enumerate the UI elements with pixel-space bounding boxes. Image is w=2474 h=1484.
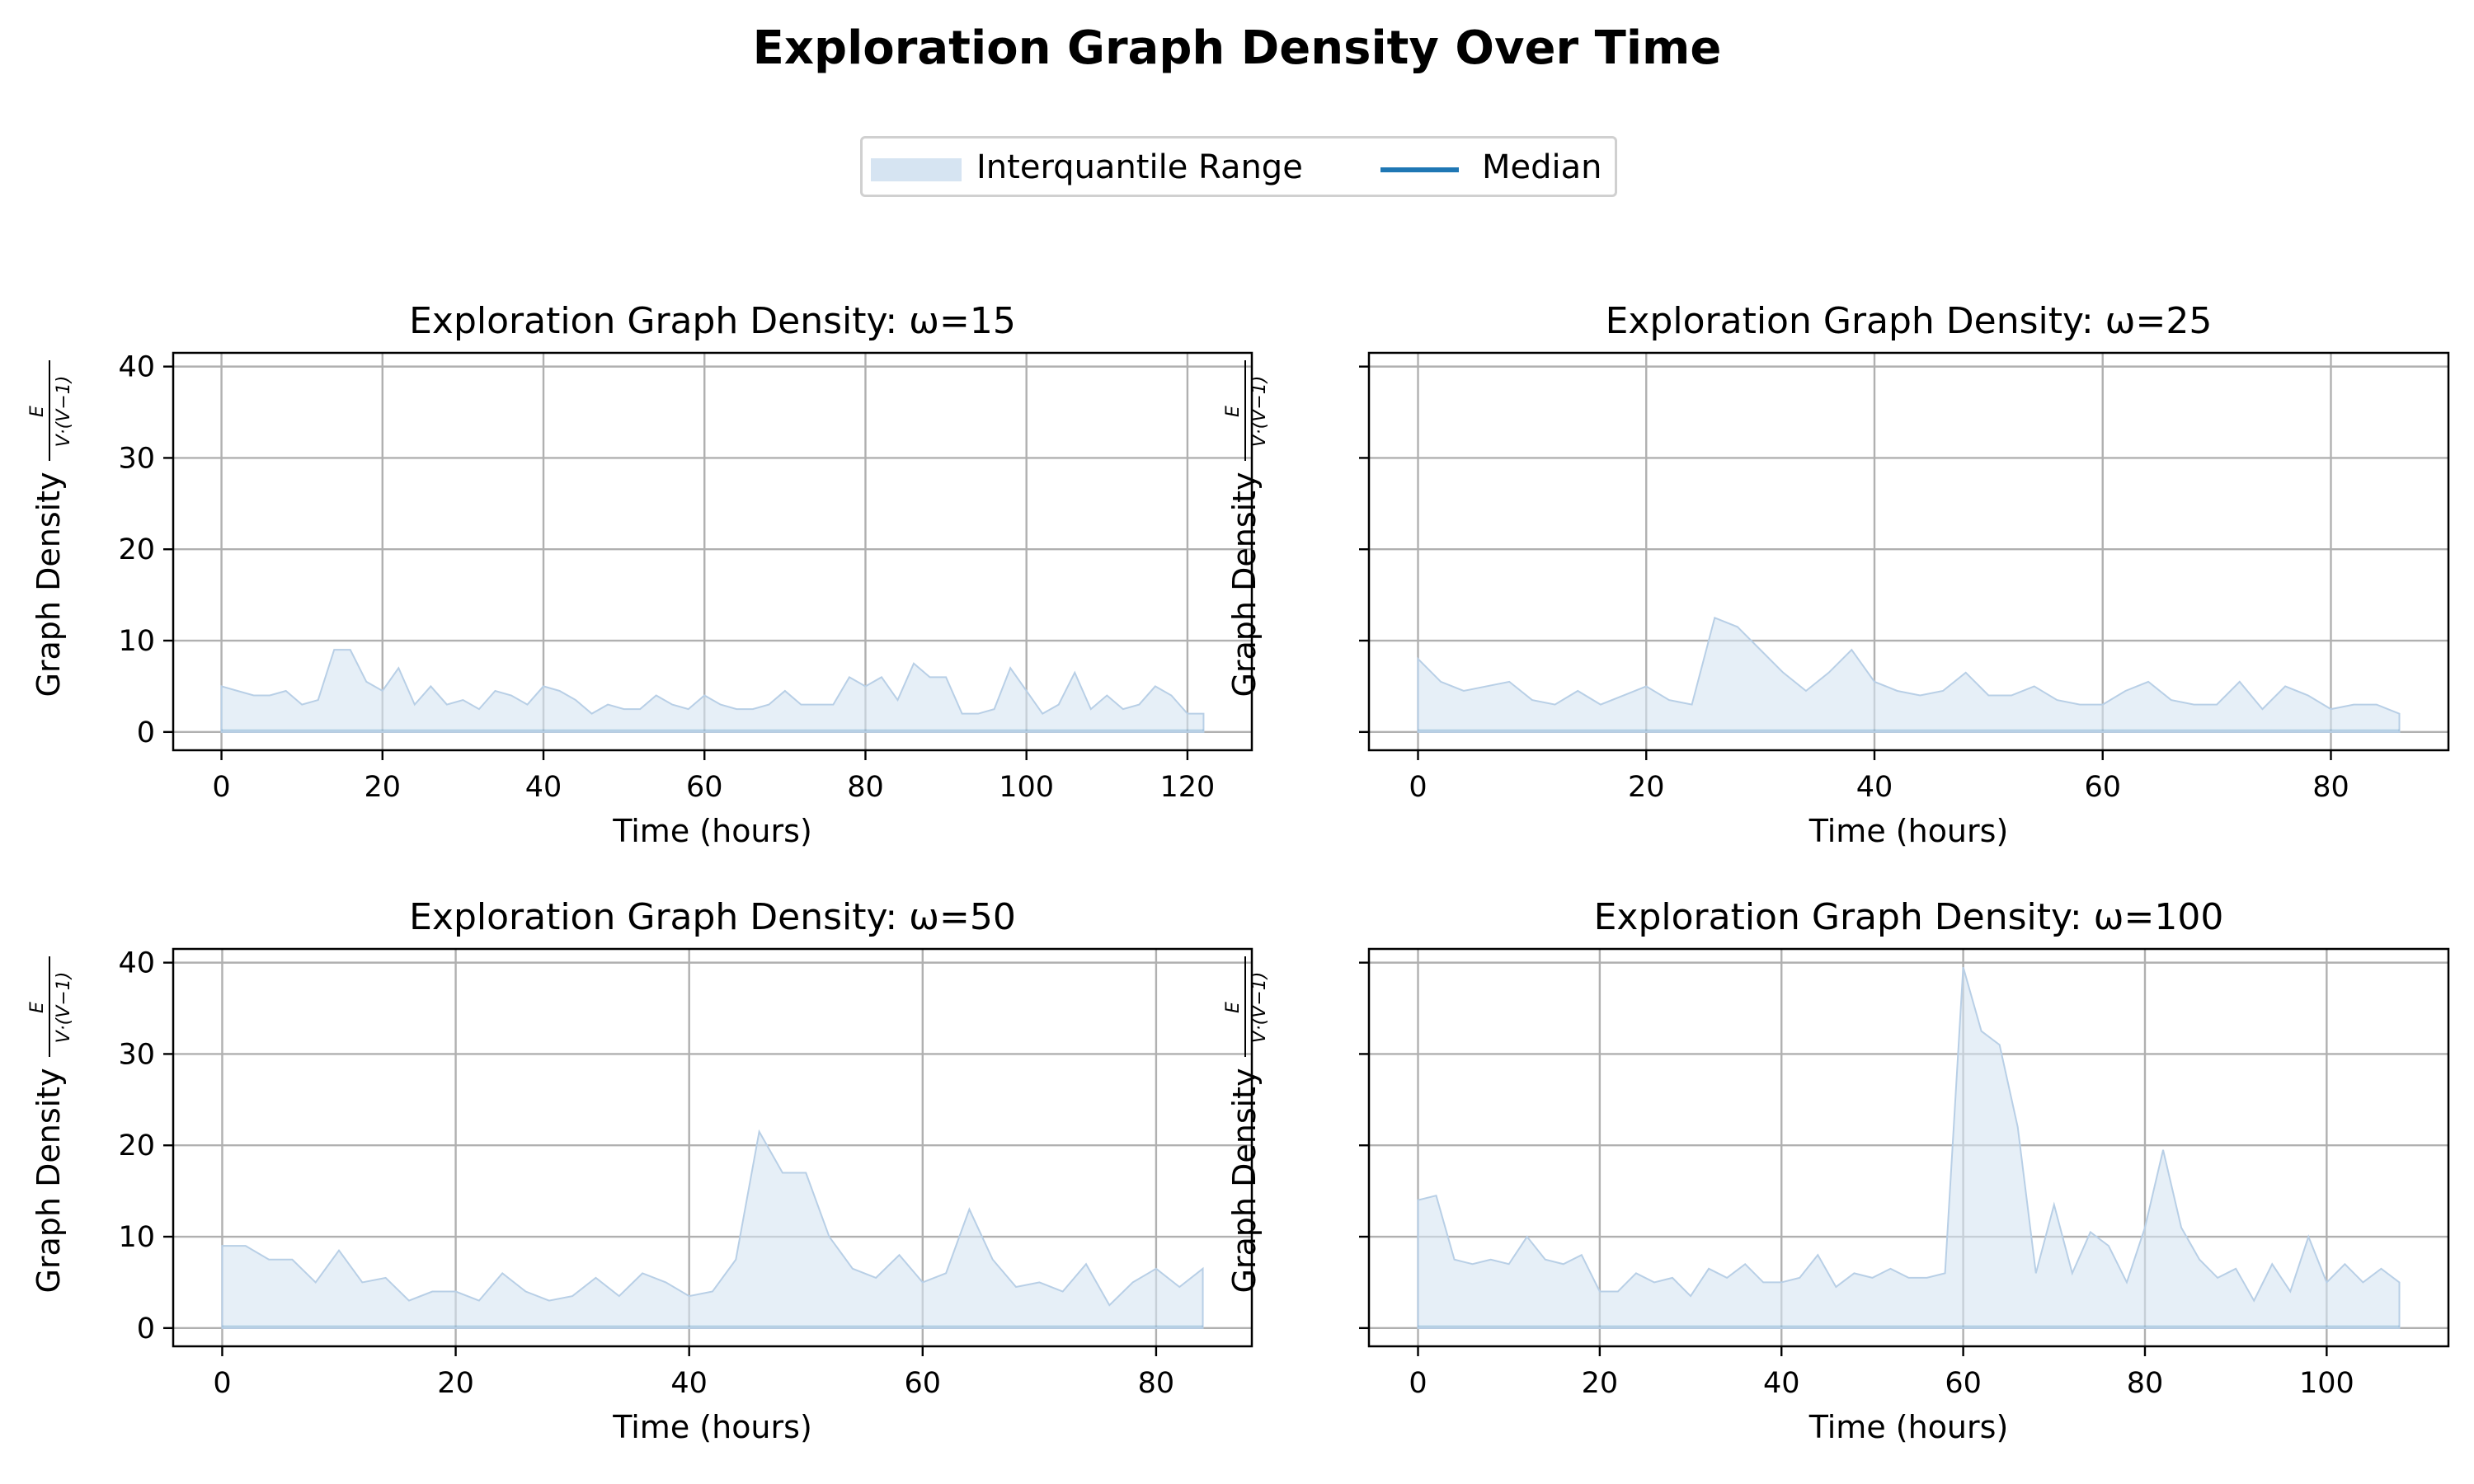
y-tick-label: 0 — [137, 716, 155, 749]
axes-frame — [1367, 947, 2450, 1348]
y-tick-label: 10 — [118, 625, 155, 658]
x-axis-label: Time (hours) — [1808, 1409, 2009, 1445]
x-tick-label: 0 — [1409, 771, 1427, 804]
subplot-4: 0 20 40 60 80 100 Exploration Graph Density: ω… — [1223, 896, 2450, 1445]
y-axis-label: Graph Density E V·(V−1) — [27, 956, 74, 1294]
y-tick-label: 40 — [118, 351, 155, 384]
x-tick-label: 40 — [1856, 771, 1893, 804]
legend: Interquantile Range Median — [860, 136, 1617, 197]
x-tick-label: 80 — [2312, 771, 2349, 804]
subplot-3: 0 20 40 60 80 0 10 20 30 40 Exploration Graph Dens… — [27, 896, 1253, 1445]
subplot-2: 0 20 40 60 80 Exploration Graph Density: ω=25… — [1223, 300, 2450, 849]
y-tick-label: 0 — [137, 1313, 155, 1345]
x-tick-label: 40 — [525, 771, 562, 804]
y-axis-label-text: Graph Density — [31, 1068, 67, 1293]
x-tick-label: 20 — [1628, 771, 1665, 804]
y-tick-label: 10 — [118, 1221, 155, 1254]
x-tick-label: 60 — [686, 771, 723, 804]
legend-swatch-median — [1380, 167, 1459, 172]
y-label-numerator: E — [1223, 1002, 1244, 1013]
x-tick-label: 0 — [1409, 1367, 1427, 1400]
iqr-band — [1417, 966, 2401, 1329]
x-tick-label: 0 — [212, 771, 230, 804]
iqr-band — [221, 1129, 1204, 1329]
legend-label-band: Interquantile Range — [976, 148, 1303, 186]
axes-frame — [172, 947, 1253, 1348]
y-axis-label: Graph Density E V·(V−1) — [27, 360, 74, 697]
subplot-title: Exploration Graph Density: ω=15 — [409, 300, 1016, 342]
x-axis-label: Time (hours) — [612, 813, 812, 849]
x-tick-label: 80 — [2127, 1367, 2164, 1400]
y-axis-label: Graph Density E V·(V−1) — [1223, 956, 1270, 1294]
y-axis-label-text: Graph Density — [1226, 1068, 1263, 1293]
x-axis-label: Time (hours) — [612, 1409, 812, 1445]
y-axis-label-text: Graph Density — [1226, 472, 1263, 697]
x-tick-label: 100 — [999, 771, 1054, 804]
x-tick-label: 80 — [1138, 1367, 1175, 1400]
legend-swatch-band — [871, 158, 962, 181]
x-axis-label: Time (hours) — [1808, 813, 2009, 849]
x-tick-label: 0 — [213, 1367, 231, 1400]
y-axis-label: Graph Density E V·(V−1) — [1223, 360, 1270, 697]
y-label-denominator: V·(V−1) — [54, 972, 74, 1044]
x-tick-label: 120 — [1160, 771, 1216, 804]
x-tick-label: 20 — [437, 1367, 474, 1400]
y-label-numerator: E — [27, 406, 48, 417]
x-tick-label: 80 — [847, 771, 884, 804]
y-axis-label-text: Graph Density — [31, 472, 67, 697]
y-label-numerator: E — [27, 1002, 48, 1013]
x-tick-label: 60 — [1945, 1367, 1982, 1400]
iqr-band — [1417, 616, 2401, 733]
iqr-band — [220, 649, 1205, 733]
x-tick-label: 100 — [2299, 1367, 2354, 1400]
x-tick-label: 40 — [1763, 1367, 1800, 1400]
x-tick-label: 60 — [905, 1367, 942, 1400]
x-tick-label: 20 — [365, 771, 402, 804]
y-label-numerator: E — [1223, 406, 1244, 417]
y-tick-label: 30 — [118, 442, 155, 475]
y-label-denominator: V·(V−1) — [54, 376, 74, 448]
y-label-denominator: V·(V−1) — [1249, 376, 1270, 448]
y-label-denominator: V·(V−1) — [1249, 972, 1270, 1044]
y-tick-label: 20 — [118, 1129, 155, 1162]
y-tick-label: 30 — [118, 1038, 155, 1071]
x-tick-label: 20 — [1582, 1367, 1619, 1400]
subplot-title: Exploration Graph Density: ω=100 — [1594, 896, 2224, 938]
y-tick-label: 40 — [118, 947, 155, 980]
x-tick-label: 60 — [2084, 771, 2121, 804]
x-tick-label: 40 — [670, 1367, 708, 1400]
figure-title: Exploration Graph Density Over Time — [752, 21, 1722, 75]
subplot-title: Exploration Graph Density: ω=50 — [409, 896, 1016, 938]
subplot-title: Exploration Graph Density: ω=25 — [1606, 300, 2213, 342]
axes-frame — [172, 351, 1253, 752]
axes-frame — [1367, 351, 2450, 752]
subplot-1: 0 20 40 60 80 100 120 0 10 20 30 40 Exploration Grap… — [27, 300, 1253, 849]
legend-label-median: Median — [1482, 148, 1602, 186]
y-tick-label: 20 — [118, 533, 155, 566]
